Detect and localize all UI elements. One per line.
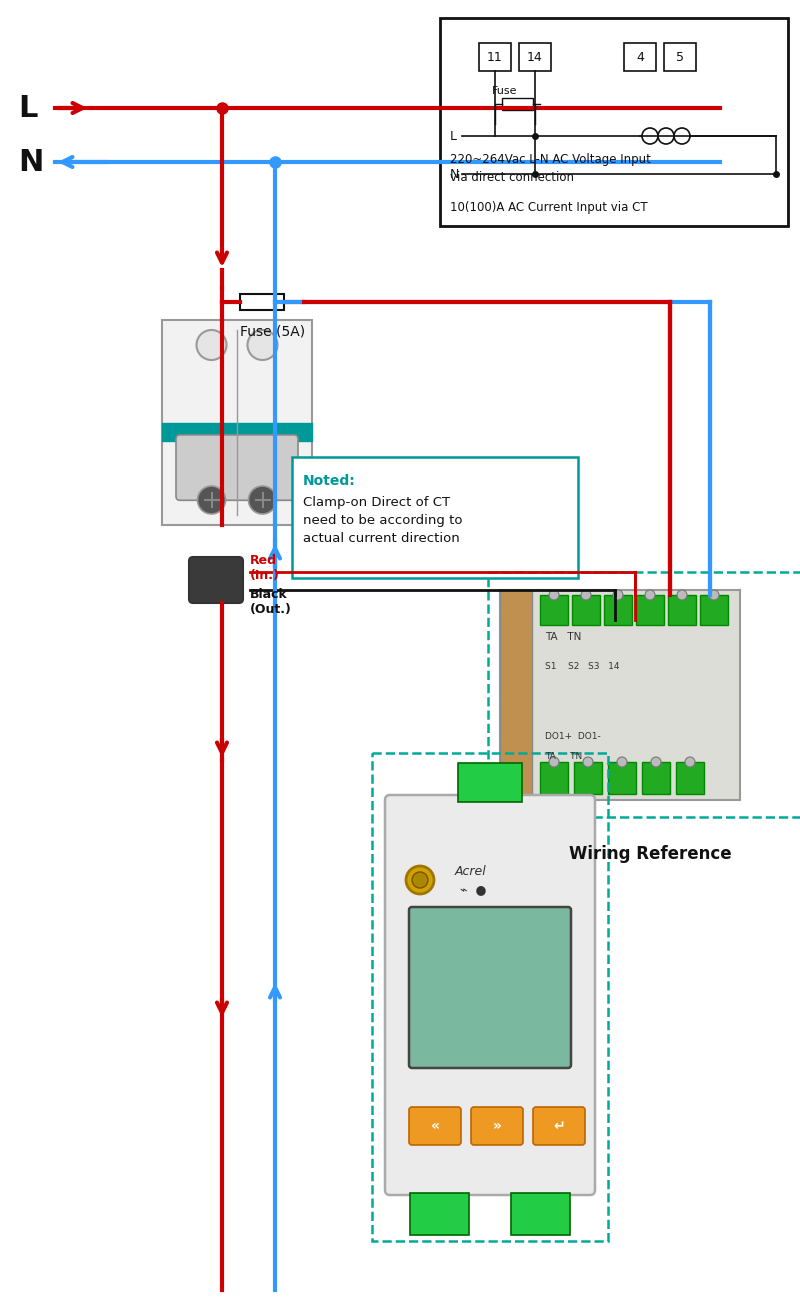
Bar bbox=[479, 43, 511, 71]
Text: »: » bbox=[493, 1119, 502, 1134]
Circle shape bbox=[249, 487, 277, 514]
Text: 4: 4 bbox=[636, 50, 644, 63]
Bar bbox=[642, 761, 670, 794]
FancyBboxPatch shape bbox=[385, 796, 595, 1195]
Circle shape bbox=[645, 590, 655, 600]
FancyBboxPatch shape bbox=[189, 558, 243, 604]
Text: 5: 5 bbox=[676, 50, 684, 63]
Text: Red
(In.): Red (In.) bbox=[250, 554, 280, 583]
Text: Fuse (5A): Fuse (5A) bbox=[240, 323, 305, 338]
Circle shape bbox=[412, 872, 428, 888]
Bar bbox=[502, 99, 533, 110]
Bar bbox=[162, 320, 312, 525]
Circle shape bbox=[406, 867, 434, 894]
Bar bbox=[162, 422, 312, 441]
Circle shape bbox=[651, 757, 661, 767]
Text: S1    S2   S3   14: S1 S2 S3 14 bbox=[545, 661, 619, 671]
Bar bbox=[572, 594, 600, 625]
Bar bbox=[636, 594, 664, 625]
Text: 220~264Vac L-N AC Voltage Input
via direct connection: 220~264Vac L-N AC Voltage Input via dire… bbox=[450, 153, 651, 184]
Bar bbox=[624, 43, 656, 71]
Circle shape bbox=[685, 757, 695, 767]
Bar bbox=[500, 590, 532, 800]
Circle shape bbox=[677, 590, 687, 600]
Text: ⌁  ●: ⌁ ● bbox=[460, 882, 486, 896]
FancyBboxPatch shape bbox=[410, 1193, 469, 1235]
Text: Acrel: Acrel bbox=[455, 865, 486, 878]
Circle shape bbox=[198, 487, 226, 514]
Text: Noted:: Noted: bbox=[303, 473, 356, 488]
FancyBboxPatch shape bbox=[292, 458, 578, 579]
Circle shape bbox=[581, 590, 591, 600]
Bar bbox=[676, 761, 704, 794]
Text: N: N bbox=[450, 167, 459, 180]
FancyBboxPatch shape bbox=[471, 1107, 523, 1145]
Circle shape bbox=[709, 590, 719, 600]
Text: Wiring Reference: Wiring Reference bbox=[569, 846, 731, 863]
Bar bbox=[574, 761, 602, 794]
FancyBboxPatch shape bbox=[511, 1193, 570, 1235]
Bar bbox=[604, 594, 632, 625]
Text: Clamp-on Direct of CT
need to be according to
actual current direction: Clamp-on Direct of CT need to be accordi… bbox=[303, 496, 462, 544]
Circle shape bbox=[549, 757, 559, 767]
Bar bbox=[372, 753, 608, 1241]
Circle shape bbox=[197, 330, 226, 360]
Text: Black
(Out.): Black (Out.) bbox=[250, 588, 292, 615]
Text: N: N bbox=[18, 147, 43, 176]
Circle shape bbox=[583, 757, 593, 767]
FancyBboxPatch shape bbox=[409, 907, 571, 1068]
Bar bbox=[540, 594, 568, 625]
Circle shape bbox=[617, 757, 627, 767]
Bar bbox=[668, 594, 696, 625]
Bar bbox=[608, 761, 636, 794]
Bar bbox=[519, 43, 551, 71]
Text: «: « bbox=[430, 1119, 439, 1134]
Circle shape bbox=[549, 590, 559, 600]
Bar bbox=[700, 594, 728, 625]
Bar bbox=[488, 572, 800, 817]
Bar bbox=[240, 295, 284, 310]
Text: 10(100)A AC Current Input via CT: 10(100)A AC Current Input via CT bbox=[450, 201, 648, 214]
Bar bbox=[500, 590, 740, 800]
Text: L: L bbox=[18, 93, 38, 122]
Text: TA     TN: TA TN bbox=[545, 752, 582, 761]
Circle shape bbox=[613, 590, 623, 600]
FancyBboxPatch shape bbox=[533, 1107, 585, 1145]
Bar bbox=[540, 761, 568, 794]
FancyBboxPatch shape bbox=[458, 763, 522, 802]
Bar bbox=[664, 43, 696, 71]
Text: 11: 11 bbox=[487, 50, 503, 63]
Text: TA   TN: TA TN bbox=[545, 633, 582, 642]
Bar bbox=[440, 18, 788, 226]
FancyBboxPatch shape bbox=[409, 1107, 461, 1145]
Text: Fuse: Fuse bbox=[492, 85, 518, 96]
Text: ↵: ↵ bbox=[553, 1119, 565, 1134]
FancyBboxPatch shape bbox=[176, 435, 298, 500]
Circle shape bbox=[247, 330, 278, 360]
Text: DO1+  DO1-: DO1+ DO1- bbox=[545, 732, 601, 740]
Text: 14: 14 bbox=[527, 50, 543, 63]
Text: L: L bbox=[450, 129, 457, 142]
